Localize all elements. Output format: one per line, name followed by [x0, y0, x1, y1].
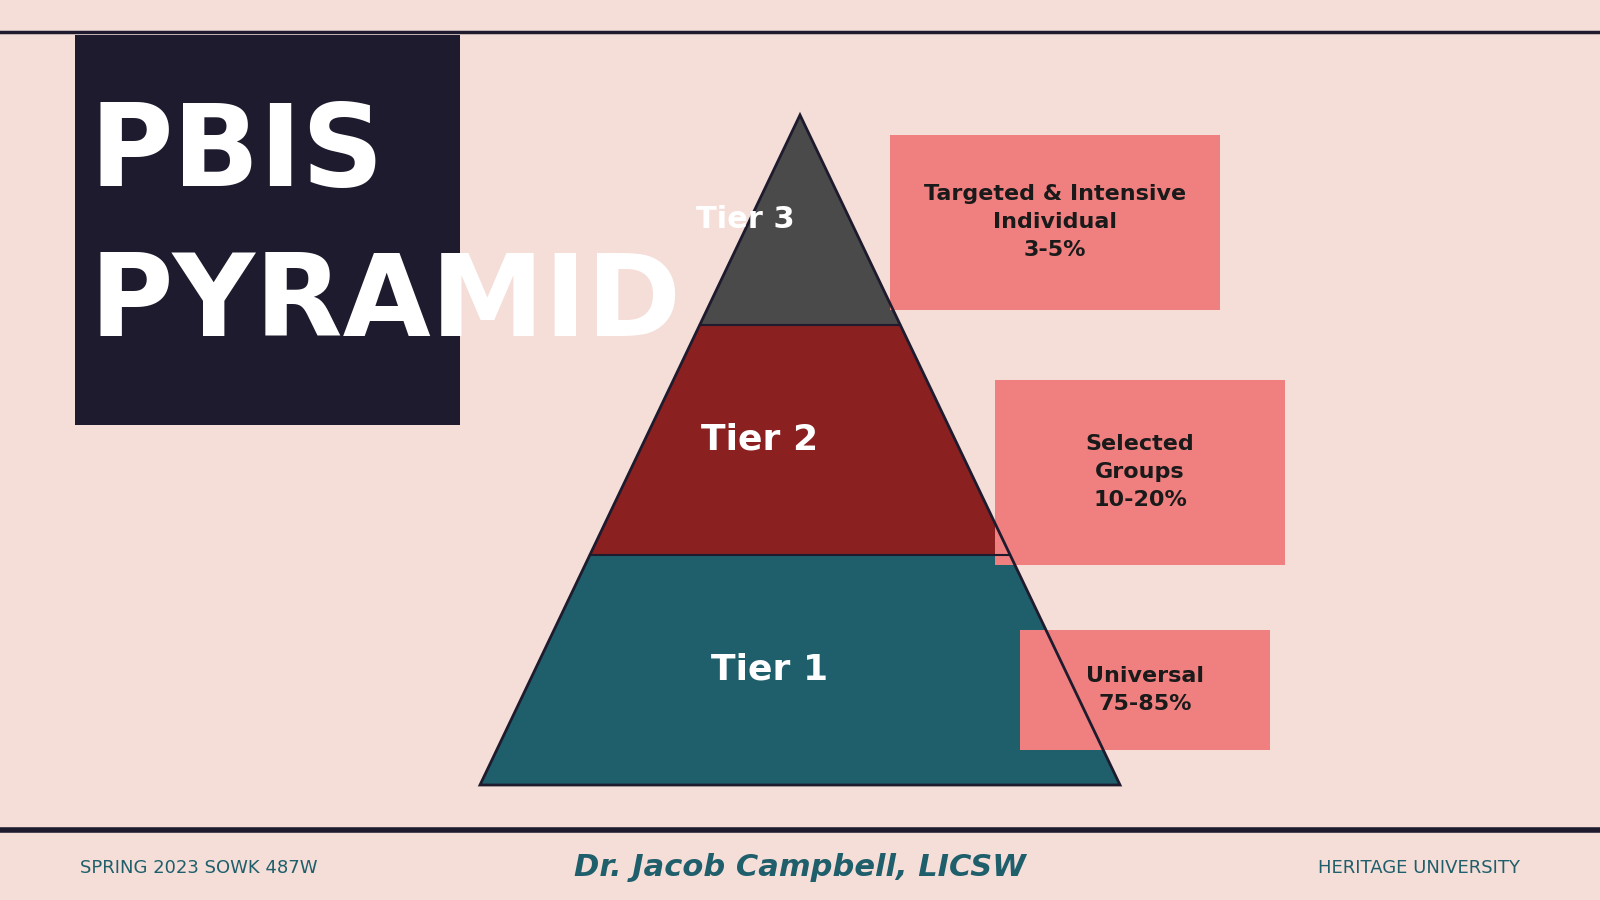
Text: Targeted & Intensive
Individual
3-5%: Targeted & Intensive Individual 3-5% [925, 184, 1186, 260]
Polygon shape [699, 115, 901, 325]
Text: Tier 1: Tier 1 [712, 653, 829, 687]
FancyBboxPatch shape [890, 135, 1221, 310]
Text: Tier 2: Tier 2 [701, 423, 819, 457]
Polygon shape [480, 555, 1120, 785]
Polygon shape [590, 325, 1010, 555]
FancyBboxPatch shape [1021, 630, 1270, 750]
Text: SPRING 2023 SOWK 487W: SPRING 2023 SOWK 487W [80, 859, 317, 877]
Text: Tier 3: Tier 3 [696, 205, 794, 235]
FancyBboxPatch shape [75, 35, 461, 425]
Text: Universal
75-85%: Universal 75-85% [1086, 666, 1205, 714]
Text: PYRAMID: PYRAMID [90, 249, 682, 361]
Text: HERITAGE UNIVERSITY: HERITAGE UNIVERSITY [1318, 859, 1520, 877]
Text: PBIS: PBIS [90, 100, 384, 211]
Text: Dr. Jacob Campbell, LICSW: Dr. Jacob Campbell, LICSW [574, 853, 1026, 883]
Text: Selected
Groups
10-20%: Selected Groups 10-20% [1086, 435, 1195, 510]
FancyBboxPatch shape [995, 380, 1285, 565]
